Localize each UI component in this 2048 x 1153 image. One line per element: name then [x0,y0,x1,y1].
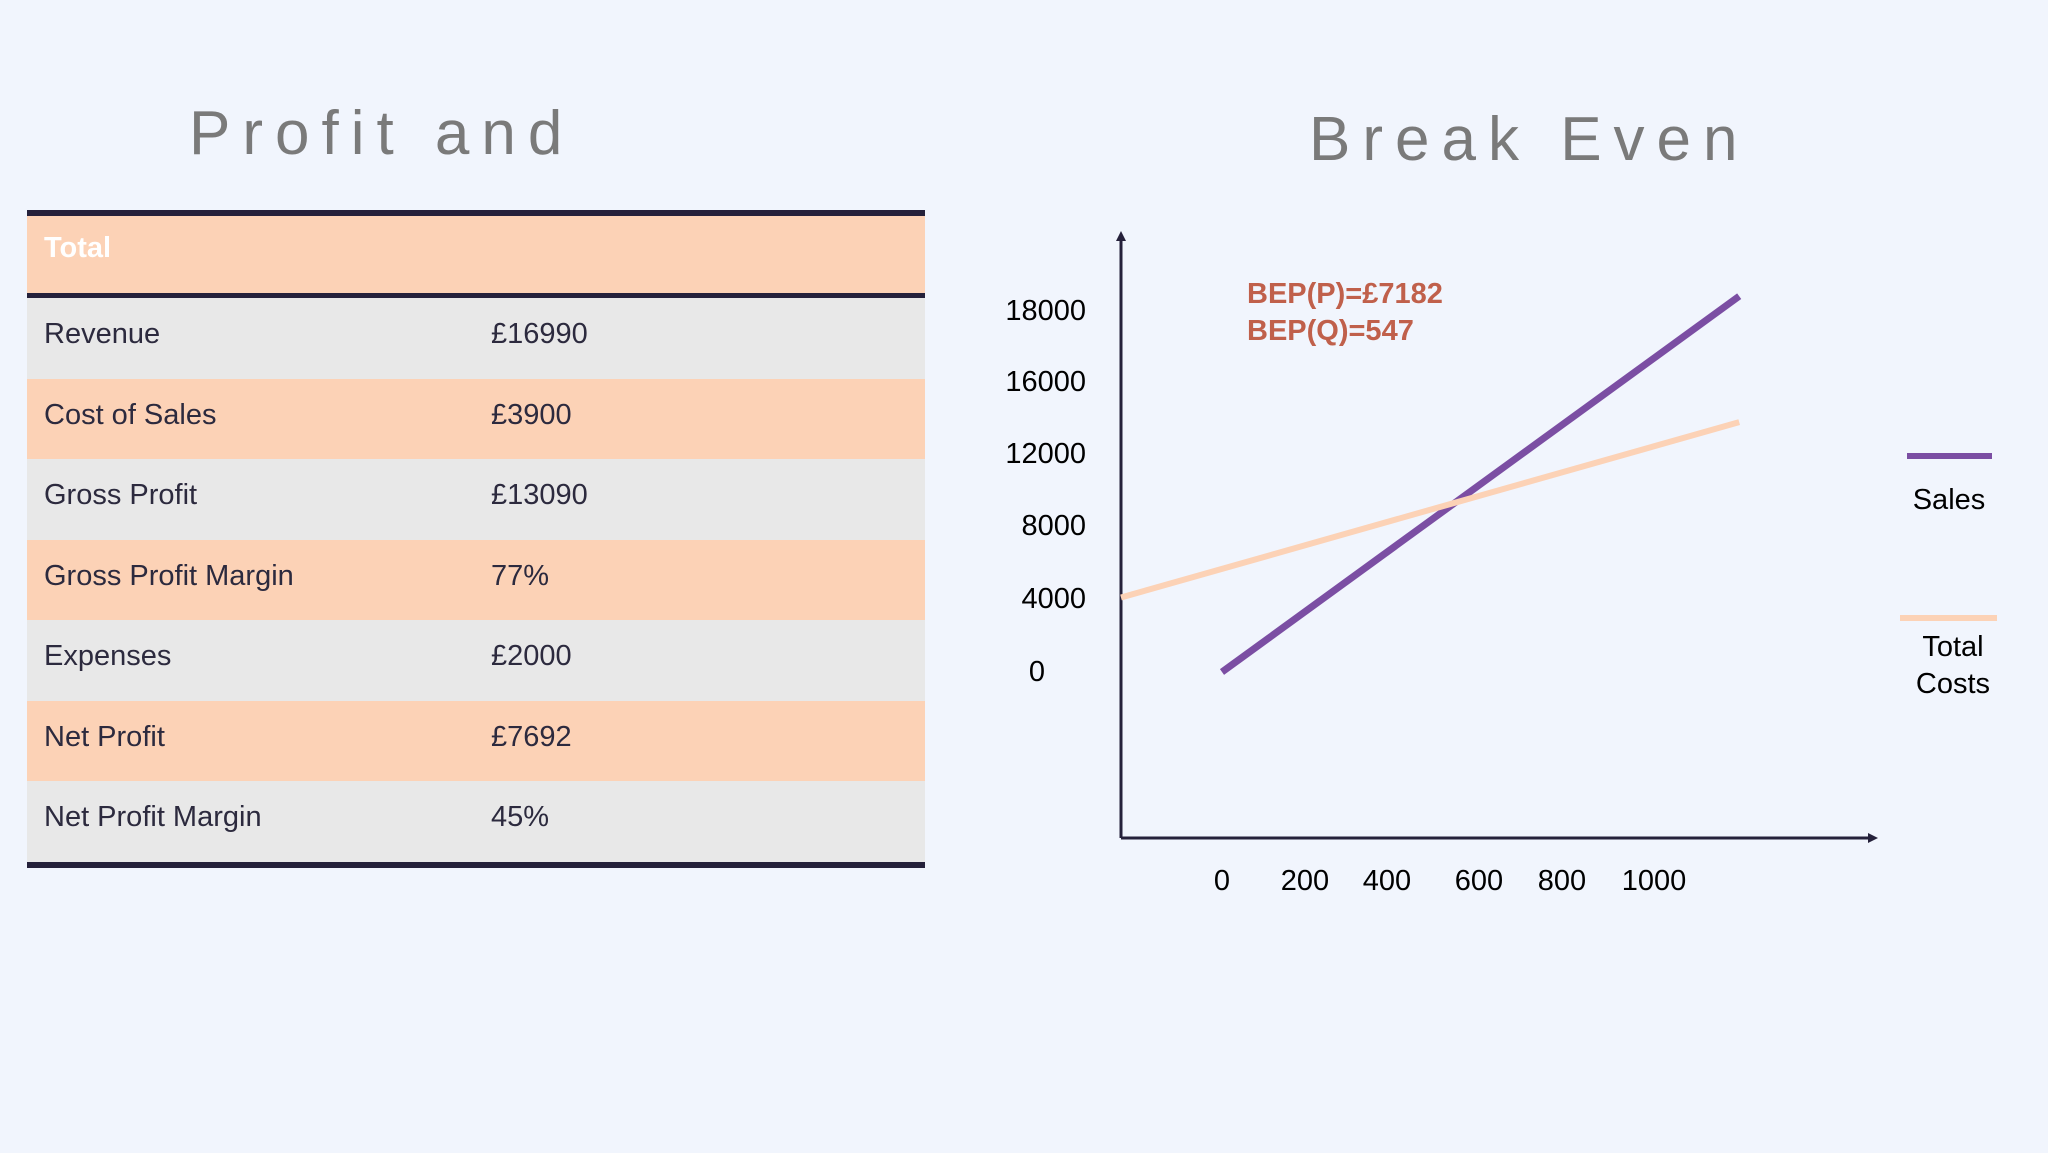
page-title-left: Profit and [189,99,575,168]
row-value: £7692 [491,720,572,753]
table-row: Net Profit £7692 [27,700,925,781]
y-tick-label: 8000 [1021,510,1086,542]
legend-label-line: Total [1922,631,1983,663]
chart-series [1120,293,1742,675]
row-value: 77% [491,559,550,592]
row-label: Gross Profit Margin [44,559,294,592]
table-row: Cost of Sales £3900 [27,378,925,459]
legend-label-line: Costs [1916,668,1990,700]
x-tick-label: 200 [1281,865,1329,897]
chart-ticks: 0 200 400 600 800 1000 0 4000 8000 12000 16000 1800… [1005,295,1686,897]
row-value: 45% [491,801,550,833]
table-row: Gross Profit £13090 [27,459,925,540]
row-value: £2000 [491,640,572,672]
row-value: £16990 [491,318,588,350]
chart-annotations: BEP(P)=£7182 BEP(Q)=547 [1247,278,1443,347]
row-label: Net Profit [44,720,165,753]
table-row: Revenue £16990 [27,298,925,379]
y-tick-label: 4000 [1021,583,1086,615]
bep-annotation: BEP(Q)=547 [1247,315,1414,347]
x-tick-label: 600 [1455,865,1503,897]
y-tick-label: 12000 [1005,438,1086,470]
x-tick-label: 800 [1538,865,1586,897]
legend-label: Sales [1913,484,1986,516]
row-value: £3900 [491,398,572,431]
legend-label: Total Costs [1916,631,1990,700]
bep-annotation: BEP(P)=£7182 [1247,278,1443,310]
page-title-right: Break Even [1309,105,1750,174]
table-row: Net Profit Margin 45% [27,781,925,862]
x-tick-label: 1000 [1622,865,1687,897]
series-line-total-costs [1120,419,1741,601]
row-label: Revenue [44,318,161,350]
x-tick-label: 0 [1214,865,1230,897]
y-tick-label: 0 [1029,656,1045,688]
row-label: Cost of Sales [44,398,217,431]
x-tick-label: 400 [1363,865,1411,897]
y-tick-label: 18000 [1005,295,1086,327]
table-header-label: Total [44,232,112,264]
table-header: Total [27,216,925,298]
profit-loss-table: Total Revenue £16990 Cost of Sales £3900… [27,210,925,868]
chart-legend: Sales Total Costs [1900,453,1997,700]
row-label: Net Profit Margin [44,801,262,833]
series-line-sales [1219,293,1742,675]
table-row: Gross Profit Margin 77% [27,539,925,620]
row-label: Gross Profit [44,479,198,511]
chart-axes [1116,231,1878,843]
table-row: Expenses £2000 [27,620,925,701]
y-tick-label: 16000 [1005,366,1086,398]
row-value: £13090 [491,479,588,511]
row-label: Expenses [44,640,172,672]
